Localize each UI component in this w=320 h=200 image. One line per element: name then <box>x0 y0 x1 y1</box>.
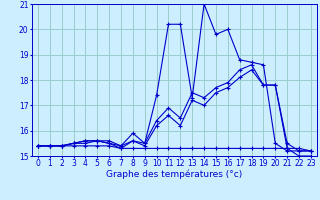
X-axis label: Graphe des températures (°c): Graphe des températures (°c) <box>106 170 243 179</box>
